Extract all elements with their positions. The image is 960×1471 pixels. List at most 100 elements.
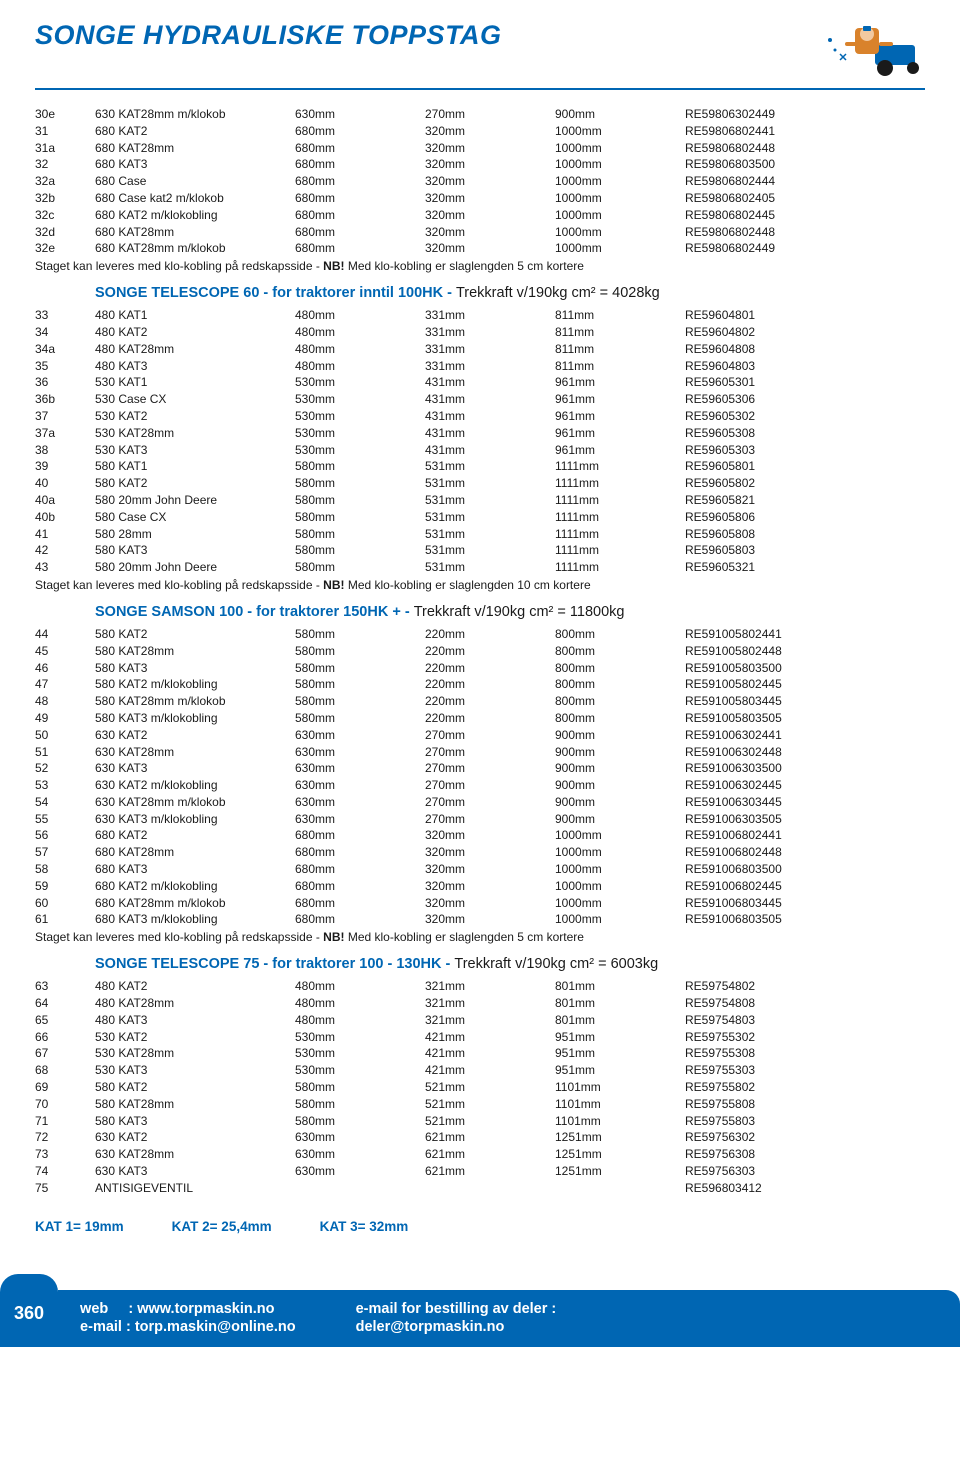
table-cell: RE59806802445 <box>685 207 835 224</box>
table-cell: RE59755808 <box>685 1096 835 1113</box>
table-row: 36b530 Case CX530mm431mm961mmRE59605306 <box>35 391 925 408</box>
table-cell: 320mm <box>425 123 555 140</box>
table-cell: RE59754808 <box>685 995 835 1012</box>
table-cell: 680 KAT28mm <box>95 844 295 861</box>
table-cell: 811mm <box>555 307 685 324</box>
section-title: SONGE TELESCOPE 60 - for traktorer innti… <box>95 285 925 301</box>
table-cell: 63 <box>35 978 95 995</box>
table-cell: RE591006802441 <box>685 827 835 844</box>
table-cell: 580 KAT28mm m/klokob <box>95 693 295 710</box>
table-cell: 530mm <box>295 442 425 459</box>
table-cell: 580 20mm John Deere <box>95 559 295 576</box>
table-cell: 321mm <box>425 995 555 1012</box>
table-cell: RE59605301 <box>685 374 835 391</box>
table-cell: 331mm <box>425 324 555 341</box>
table-cell: 680mm <box>295 123 425 140</box>
table-cell: 480 KAT2 <box>95 324 295 341</box>
table-cell: 900mm <box>555 727 685 744</box>
page-header: SONGE HYDRAULISKE TOPPSTAG <box>35 20 925 90</box>
table-cell: 630mm <box>295 1129 425 1146</box>
table-row: 32e680 KAT28mm m/klokob680mm320mm1000mmR… <box>35 240 925 257</box>
table-cell: 680mm <box>295 827 425 844</box>
table-cell: 1111mm <box>555 542 685 559</box>
table-cell: 480mm <box>295 324 425 341</box>
table-cell: 680mm <box>295 844 425 861</box>
page-title: SONGE HYDRAULISKE TOPPSTAG <box>35 20 785 51</box>
table-cell: 331mm <box>425 341 555 358</box>
table-cell: RE591006302448 <box>685 744 835 761</box>
table-cell: 680 KAT2 m/klokobling <box>95 878 295 895</box>
table-cell: 34 <box>35 324 95 341</box>
table-note: Staget kan leveres med klo-kobling på re… <box>35 930 925 944</box>
table-cell: 630mm <box>295 794 425 811</box>
table-cell: 531mm <box>425 509 555 526</box>
table-cell: 53 <box>35 777 95 794</box>
table-row: 40b580 Case CX580mm531mm1111mmRE59605806 <box>35 509 925 526</box>
table-cell: 74 <box>35 1163 95 1180</box>
table-cell: 680mm <box>295 173 425 190</box>
table-cell: 680mm <box>295 156 425 173</box>
table-cell: 580 Case CX <box>95 509 295 526</box>
table-cell: 270mm <box>425 811 555 828</box>
table-row: 32b680 Case kat2 m/klokob680mm320mm1000m… <box>35 190 925 207</box>
table-cell: 40b <box>35 509 95 526</box>
table-cell: 321mm <box>425 1012 555 1029</box>
table-cell: 32d <box>35 224 95 241</box>
table-cell: 320mm <box>425 827 555 844</box>
table-cell: 531mm <box>425 526 555 543</box>
table-cell: 961mm <box>555 425 685 442</box>
table-cell: RE591006802448 <box>685 844 835 861</box>
table-cell: 630mm <box>295 744 425 761</box>
table-cell: 431mm <box>425 442 555 459</box>
table-cell: 321mm <box>425 978 555 995</box>
table-row: 59680 KAT2 m/klokobling680mm320mm1000mmR… <box>35 878 925 895</box>
table-row: 42580 KAT3580mm531mm1111mmRE59605803 <box>35 542 925 559</box>
table-cell: 621mm <box>425 1129 555 1146</box>
table-cell: 530mm <box>295 425 425 442</box>
table-cell: 35 <box>35 358 95 375</box>
table-cell: RE59605808 <box>685 526 835 543</box>
table-row: 65480 KAT3480mm321mm801mmRE59754803 <box>35 1012 925 1029</box>
table-cell: RE59754802 <box>685 978 835 995</box>
table-cell: RE591005803505 <box>685 710 835 727</box>
table-cell: 270mm <box>425 744 555 761</box>
table-cell: 811mm <box>555 358 685 375</box>
table-cell: 680mm <box>295 861 425 878</box>
table-cell: 1111mm <box>555 526 685 543</box>
table-cell: RE59604808 <box>685 341 835 358</box>
table-cell: 320mm <box>425 207 555 224</box>
table-cell: 220mm <box>425 643 555 660</box>
table-cell: 421mm <box>425 1062 555 1079</box>
table-cell: 33 <box>35 307 95 324</box>
table-row: 54630 KAT28mm m/klokob630mm270mm900mmRE5… <box>35 794 925 811</box>
table-cell: RE59604802 <box>685 324 835 341</box>
table-row: 35480 KAT3480mm331mm811mmRE59604803 <box>35 358 925 375</box>
table-cell: 530 KAT2 <box>95 408 295 425</box>
table-cell: 31 <box>35 123 95 140</box>
table-cell: 270mm <box>425 106 555 123</box>
table-cell: 580mm <box>295 509 425 526</box>
table-cell: 1111mm <box>555 475 685 492</box>
table-cell: 50 <box>35 727 95 744</box>
table-row: 58680 KAT3680mm320mm1000mmRE591006803500 <box>35 861 925 878</box>
table-cell: 530mm <box>295 391 425 408</box>
table-cell: 530mm <box>295 1062 425 1079</box>
table-cell: 45 <box>35 643 95 660</box>
table-cell: 480 KAT1 <box>95 307 295 324</box>
table-cell: RE591005802441 <box>685 626 835 643</box>
table-cell: 900mm <box>555 777 685 794</box>
table-cell: RE591006303500 <box>685 760 835 777</box>
table-cell: RE59605806 <box>685 509 835 526</box>
table-cell: 630 KAT2 <box>95 1129 295 1146</box>
table-cell: 220mm <box>425 626 555 643</box>
table-cell: 52 <box>35 760 95 777</box>
table-cell: 61 <box>35 911 95 928</box>
table-cell: 580mm <box>295 1079 425 1096</box>
table-cell: RE59806802448 <box>685 140 835 157</box>
table-cell: 70 <box>35 1096 95 1113</box>
table-cell <box>555 1180 685 1197</box>
table-cell: 580mm <box>295 626 425 643</box>
table-cell: RE591005803445 <box>685 693 835 710</box>
table-cell: 320mm <box>425 878 555 895</box>
table-cell: 220mm <box>425 676 555 693</box>
